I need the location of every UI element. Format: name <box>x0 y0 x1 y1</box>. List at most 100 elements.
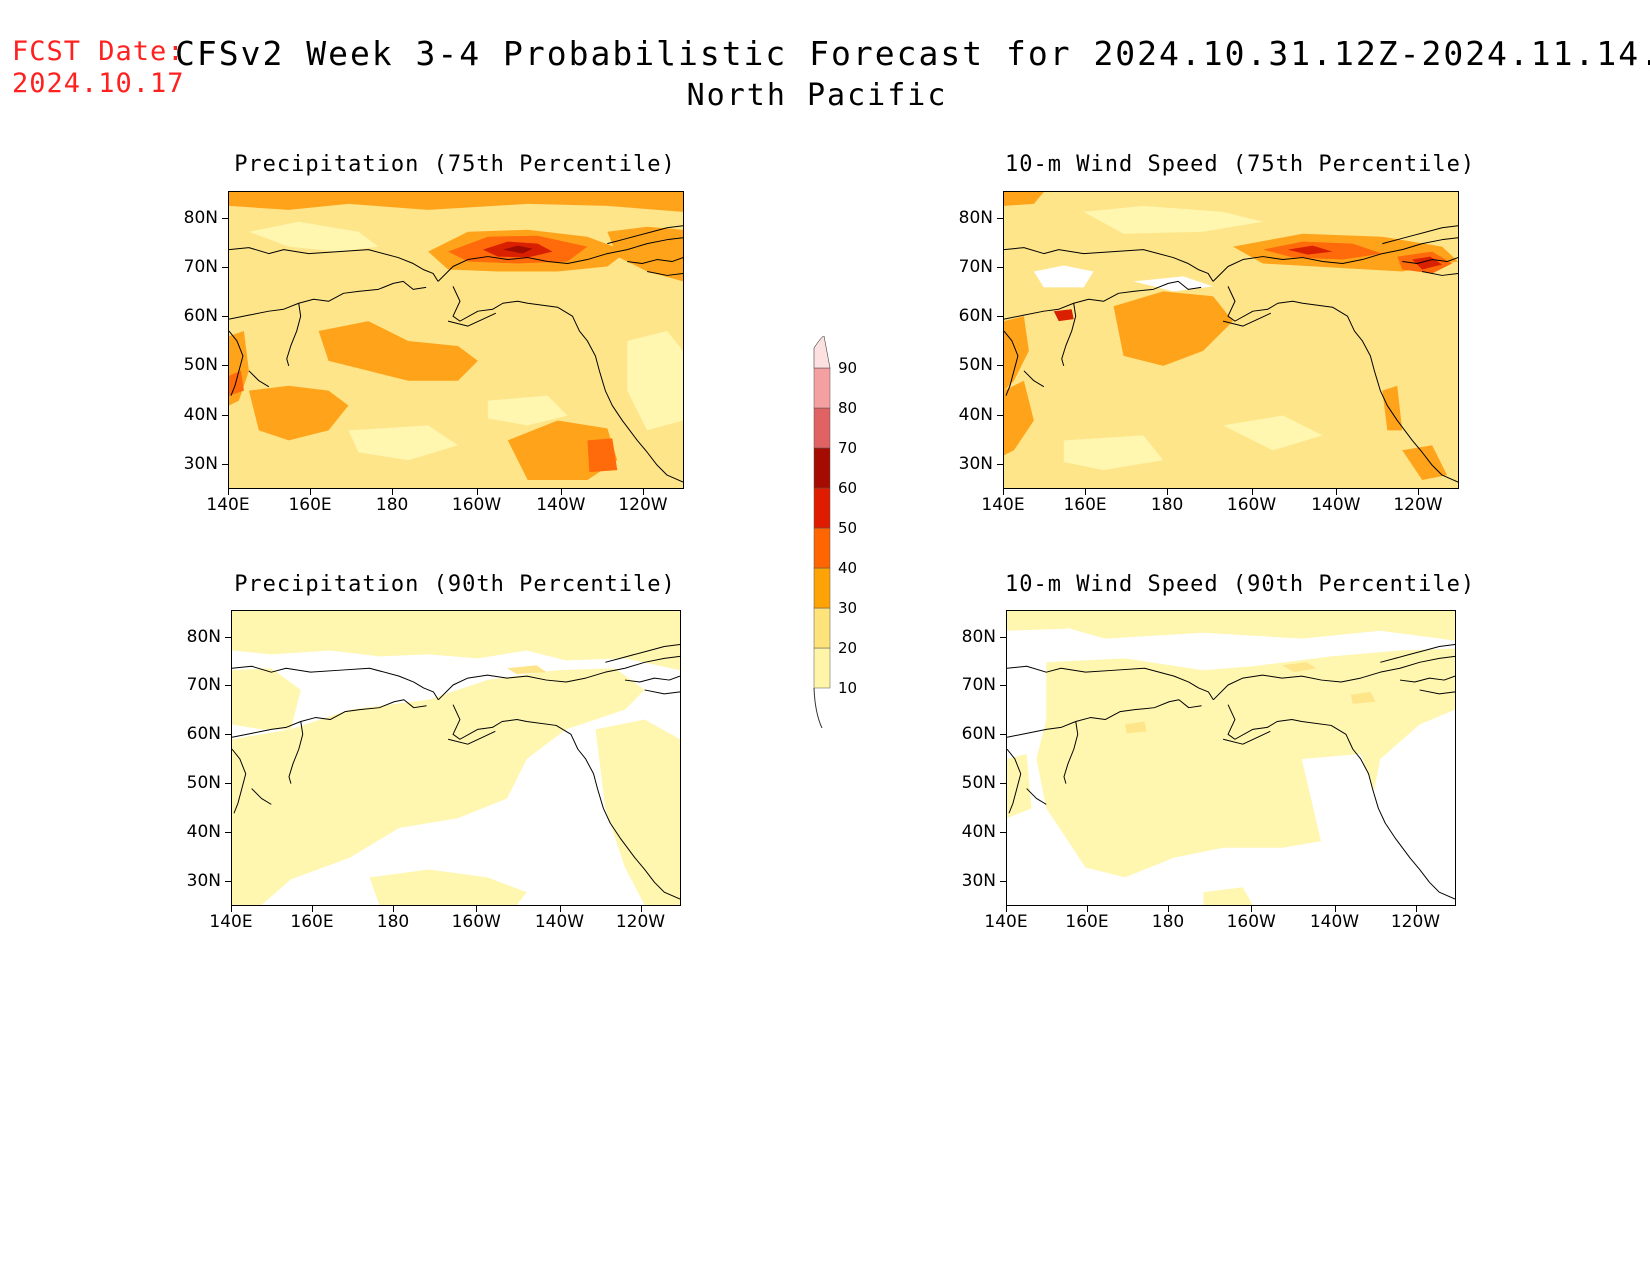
colorbar-segment <box>813 447 831 489</box>
lat-tick <box>997 463 1003 465</box>
figure-title: CFSv2 Week 3-4 Probabilistic Forecast fo… <box>175 34 1650 73</box>
coastline <box>1227 704 1455 900</box>
colorbar-level-label: 70 <box>838 439 858 457</box>
field-darkred <box>502 245 533 254</box>
coastline <box>605 644 680 663</box>
lat-tick-label: 60N <box>183 306 218 327</box>
coastline <box>286 303 302 366</box>
lat-tick <box>222 414 228 416</box>
lon-tick-label: 120W <box>618 495 668 515</box>
fcst-date: 2024.10.17 <box>12 68 185 99</box>
colorbar-level-label: 60 <box>838 479 858 497</box>
lat-tick <box>222 217 228 219</box>
colorbar-segment <box>813 527 831 569</box>
coastline <box>452 286 683 483</box>
forecast-date-label: FCST Date: 2024.10.17 <box>12 36 185 100</box>
colorbar-segment <box>813 487 831 529</box>
coastline <box>1007 665 1214 701</box>
lat-tick <box>222 463 228 465</box>
field-orange <box>318 321 478 381</box>
map-wind-75 <box>1004 192 1458 488</box>
lat-tick <box>997 414 1003 416</box>
field-pale <box>232 611 680 671</box>
colorbar-level-label: 10 <box>838 679 858 697</box>
lat-tick <box>1000 734 1006 736</box>
field-orange <box>1113 291 1233 366</box>
lon-tick-label: 160E <box>288 495 332 515</box>
lat-tick-label: 80N <box>958 207 993 228</box>
lon-tick <box>312 906 313 912</box>
coastline <box>447 312 497 327</box>
colorbar-segment <box>813 407 831 449</box>
lon-tick <box>1003 489 1004 495</box>
lat-tick-label: 80N <box>186 626 221 647</box>
lon-tick-label: 180 <box>1150 495 1184 515</box>
colorbar-segment <box>813 567 831 609</box>
coastline <box>452 704 680 900</box>
lat-tick <box>225 685 231 687</box>
lat-tick-label: 60N <box>186 724 221 745</box>
field-orange <box>229 192 683 212</box>
field-pale <box>1007 611 1455 641</box>
panel-title-wind-90: 10-m Wind Speed (90th Percentile) <box>1005 572 1476 597</box>
coastline <box>437 655 680 701</box>
coastline <box>448 730 496 745</box>
lon-tick <box>1168 906 1169 912</box>
field-darkorange <box>587 438 618 473</box>
field-orange <box>1004 192 1044 206</box>
lon-tick <box>1251 489 1253 495</box>
lon-tick <box>642 489 644 495</box>
field-pale <box>369 869 527 905</box>
lon-tick <box>476 489 478 495</box>
field-red <box>1287 245 1333 255</box>
lon-tick-label: 180 <box>375 495 409 515</box>
lon-tick <box>1334 906 1336 912</box>
field-pale <box>487 395 568 426</box>
lat-tick-label: 40N <box>183 404 218 425</box>
coastline <box>627 257 683 265</box>
coastline <box>1004 247 1214 282</box>
lon-tick-label: 140E <box>984 912 1028 932</box>
lat-tick <box>1000 636 1006 638</box>
map-precip-90 <box>232 611 680 905</box>
lat-tick <box>222 316 228 318</box>
lat-tick-label: 80N <box>183 207 218 228</box>
lat-tick <box>222 266 228 268</box>
field-white <box>1133 276 1214 292</box>
field-orange <box>248 385 349 441</box>
lat-tick-label: 70N <box>958 256 993 277</box>
field-pale <box>1083 205 1263 234</box>
field-pale <box>248 221 379 252</box>
coastline <box>1382 225 1458 245</box>
colorbar-level-label: 80 <box>838 399 858 417</box>
lon-tick <box>231 906 232 912</box>
colorbar-segment <box>813 647 831 689</box>
coastline <box>607 225 683 245</box>
lat-tick <box>225 783 231 785</box>
lon-tick <box>1006 906 1007 912</box>
lon-tick-label: 160E <box>1065 912 1109 932</box>
lat-tick-label: 40N <box>958 404 993 425</box>
lat-tick <box>997 217 1003 219</box>
map-panel-precip-75 <box>228 191 684 489</box>
lat-tick <box>225 832 231 833</box>
lon-tick-label: 180 <box>376 912 410 932</box>
coastline <box>437 237 683 282</box>
coastline <box>1007 699 1202 738</box>
lon-tick-label: 160E <box>1063 495 1107 515</box>
coastline <box>251 788 272 805</box>
lon-tick <box>1167 489 1169 495</box>
lon-tick-label: 160W <box>1226 912 1276 932</box>
lat-tick <box>997 266 1003 268</box>
coastline <box>1004 330 1019 396</box>
colorbar-level-label: 90 <box>838 359 858 377</box>
coastline <box>1023 370 1045 388</box>
lon-tick-label: 120W <box>615 912 666 932</box>
coastline <box>1061 303 1077 366</box>
coastline <box>647 270 683 276</box>
lat-tick <box>225 734 231 736</box>
map-panel-wind-75 <box>1003 191 1459 489</box>
lat-tick <box>1000 880 1006 882</box>
field-pale <box>1063 435 1164 471</box>
panel-title-precip-75: Precipitation (75th Percentile) <box>234 152 676 177</box>
